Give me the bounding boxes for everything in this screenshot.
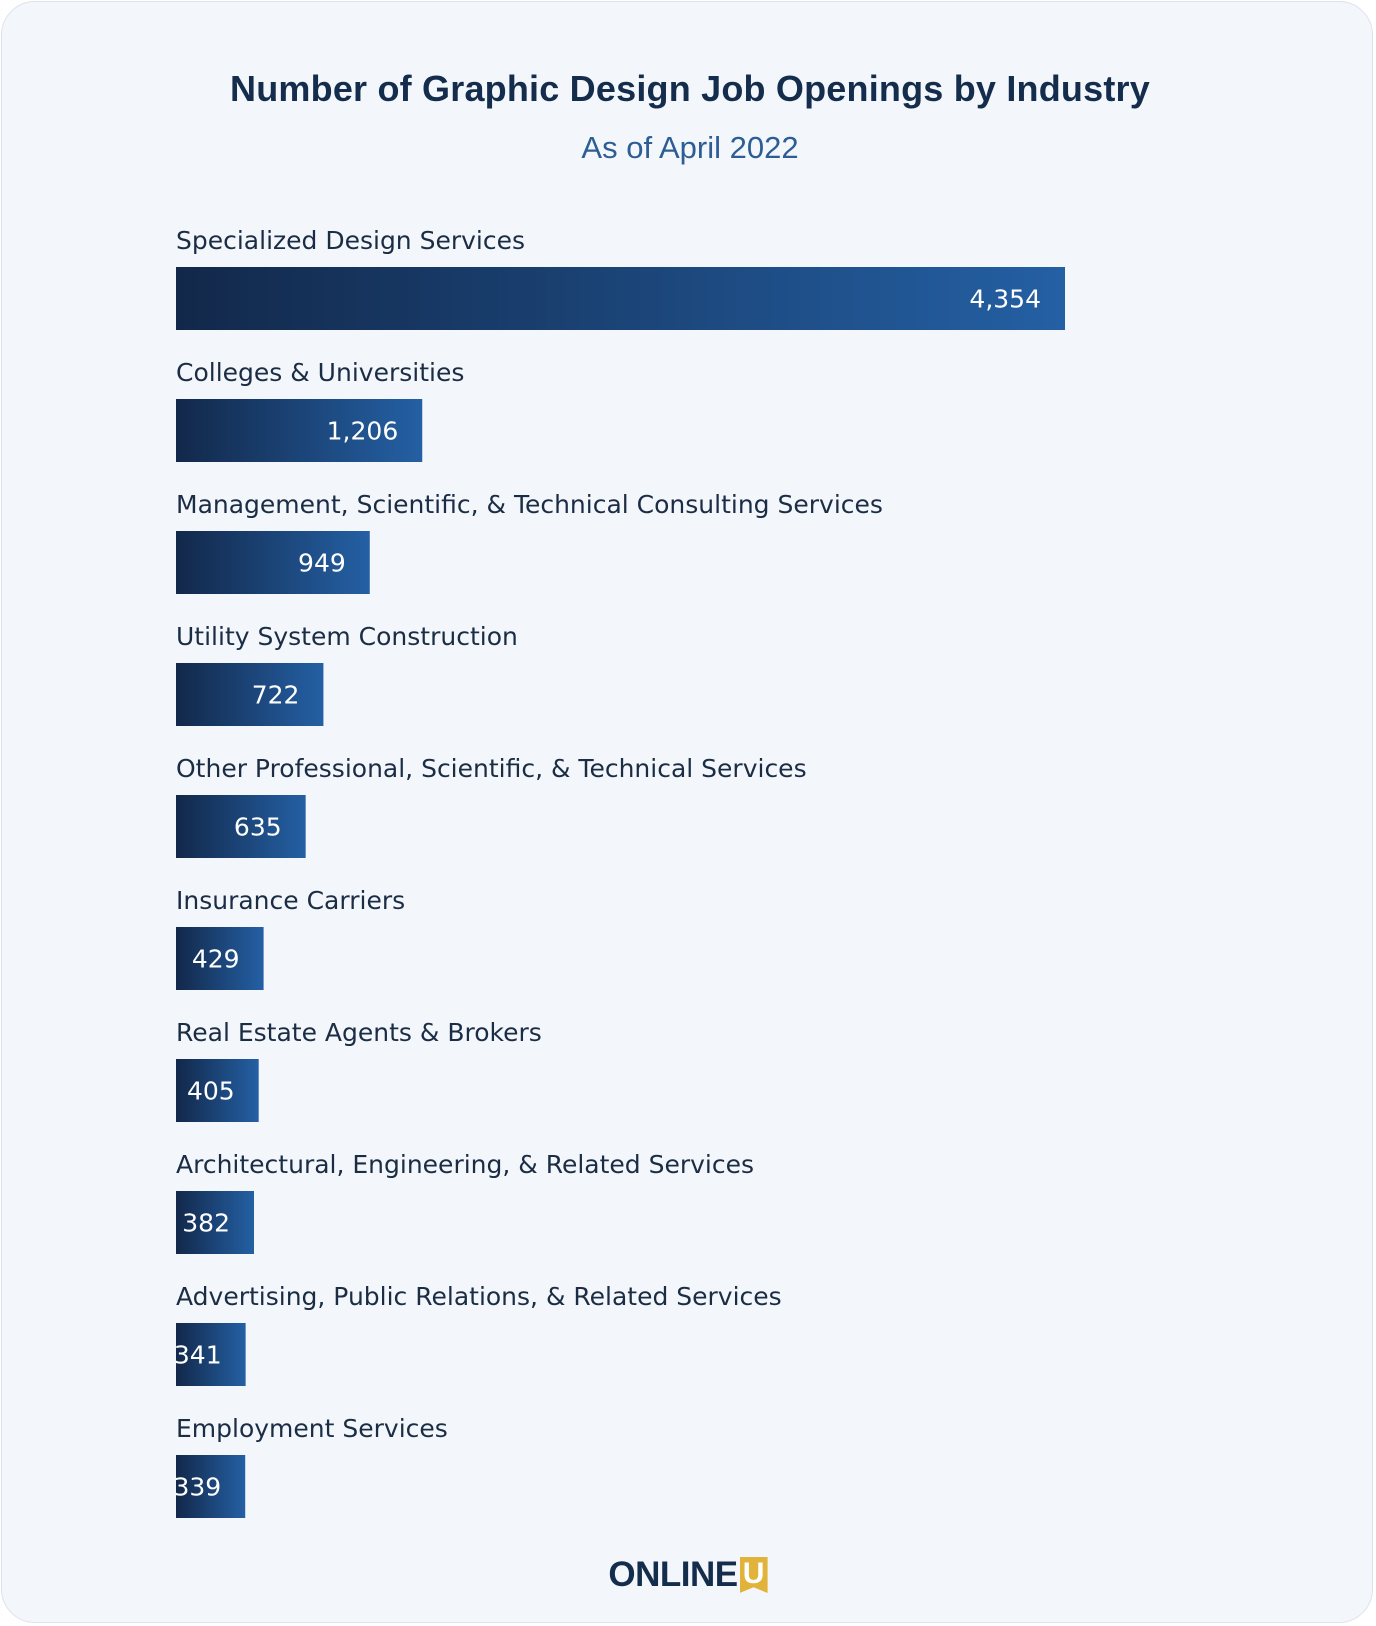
bar-value-label: 382 <box>182 1209 230 1238</box>
onlineu-logo: ONLINE U <box>0 1553 1376 1597</box>
bar <box>176 399 423 462</box>
bar <box>176 1059 259 1122</box>
bar-value-label: 4,354 <box>969 285 1041 314</box>
bar <box>176 267 1065 330</box>
category-label: Colleges & Universities <box>176 358 464 387</box>
bar-value-label: 339 <box>173 1473 221 1502</box>
bar-value-label: 405 <box>187 1077 235 1106</box>
bar-value-label: 635 <box>234 813 282 842</box>
category-label: Employment Services <box>176 1414 448 1443</box>
category-label: Real Estate Agents & Brokers <box>176 1018 542 1047</box>
category-label: Insurance Carriers <box>176 886 405 915</box>
bar-value-label: 722 <box>252 681 300 710</box>
bar-chart: Specialized Design Services 4,354 Colleges… <box>173 226 1065 1518</box>
category-label: Specialized Design Services <box>176 226 525 255</box>
bar-value-label: 949 <box>298 549 346 578</box>
bar <box>176 1323 246 1386</box>
category-label: Architectural, Engineering, & Related Se… <box>176 1150 754 1179</box>
category-label: Advertising, Public Relations, & Related… <box>176 1282 782 1311</box>
bar-value-label: 1,206 <box>327 417 399 446</box>
chart-subtitle: As of April 2022 <box>581 130 799 165</box>
category-label: Management, Scientific, & Technical Cons… <box>176 490 883 519</box>
bar-value-label: 429 <box>192 945 240 974</box>
bar <box>176 1191 254 1254</box>
logo-wordmark: ONLINE <box>608 1555 738 1594</box>
chart-title: Number of Graphic Design Job Openings by… <box>230 68 1150 109</box>
category-label: Utility System Construction <box>176 622 518 651</box>
bar <box>176 1455 246 1518</box>
bar <box>176 663 324 726</box>
bar <box>176 531 370 594</box>
bar <box>176 927 264 990</box>
bar <box>176 795 306 858</box>
bar-value-label: 341 <box>174 1341 222 1370</box>
logo-badge-icon: U <box>739 1557 768 1593</box>
category-label: Other Professional, Scientific, & Techni… <box>176 754 807 783</box>
